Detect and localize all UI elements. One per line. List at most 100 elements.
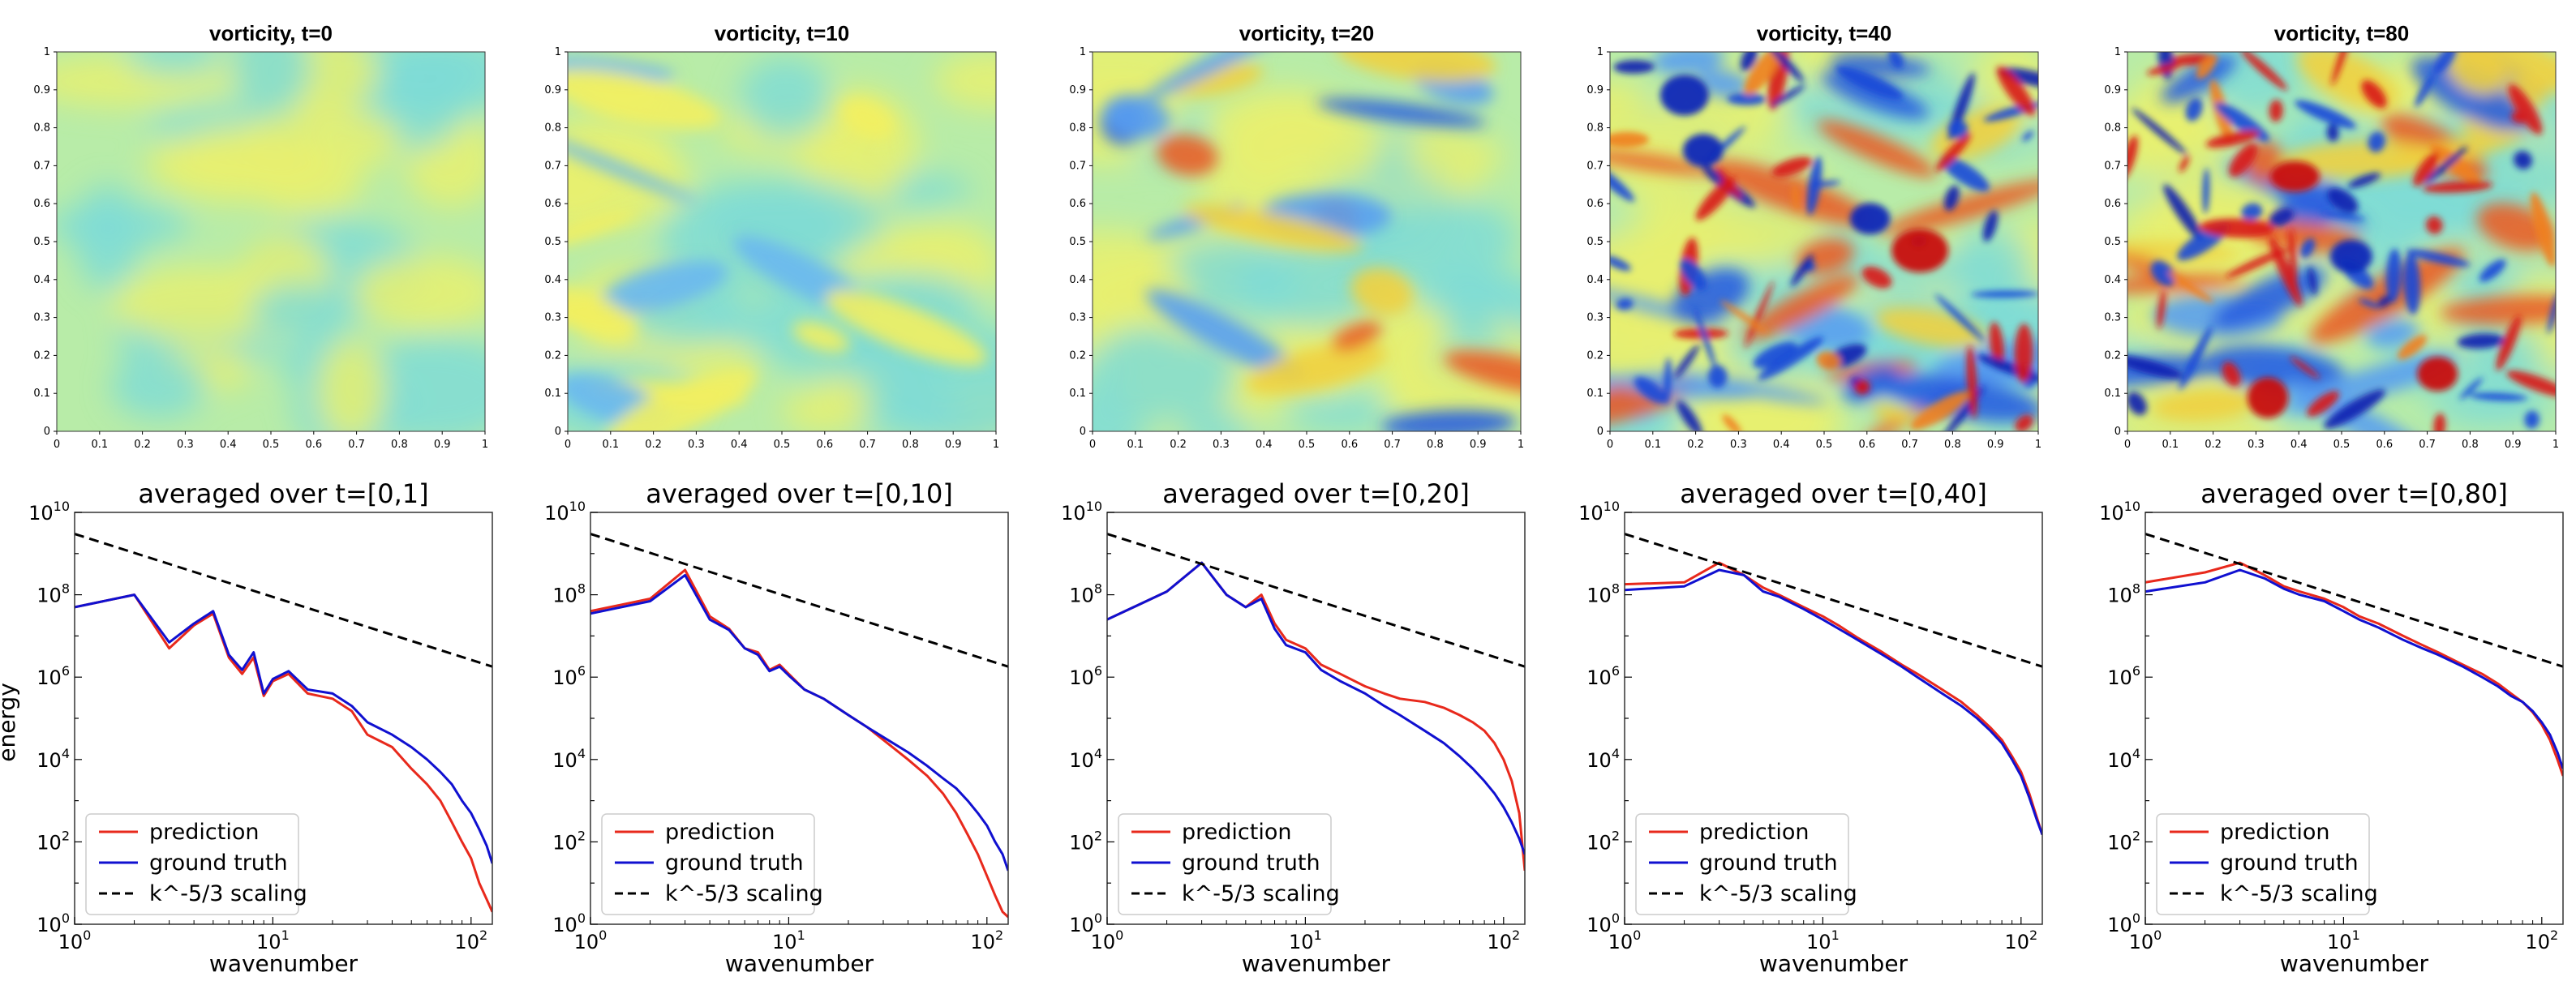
- panel-title: vorticity, t=20: [1239, 21, 1374, 45]
- y-tick-label: 0.4: [33, 274, 50, 286]
- x-tick-label: 102: [2004, 927, 2037, 953]
- vortex-streak: [1934, 293, 1986, 342]
- vortex-streak: [1613, 60, 1655, 74]
- vortex-filament: [2447, 52, 2506, 95]
- x-tick-label: 0.6: [816, 439, 833, 451]
- y-tick-label: 0.7: [544, 160, 561, 172]
- vorticity-field: [2127, 52, 2556, 431]
- vortex-blob: [1400, 135, 1505, 178]
- y-tick-label: 0.8: [1069, 122, 1086, 135]
- exponent: 0: [1115, 927, 1123, 943]
- vortex-streak: [1966, 345, 1977, 419]
- series-line-ground-truth: [590, 573, 1008, 872]
- exponent: 10: [1086, 499, 1102, 514]
- x-tick-label: 0.4: [220, 439, 237, 451]
- series-line-k-scaling: [1107, 533, 1525, 668]
- vortex-streak: [1740, 52, 1758, 71]
- vortex-streak: [2205, 130, 2260, 148]
- vortex-blob: [126, 52, 224, 75]
- x-tick-label: 0.7: [1384, 439, 1401, 451]
- y-tick-label: 0.2: [33, 349, 50, 362]
- panel-title: vorticity, t=40: [1757, 21, 1891, 45]
- y-tick-label: 0.8: [2104, 122, 2121, 135]
- exponent: 6: [577, 663, 586, 679]
- vortex-streak: [1940, 156, 1990, 192]
- exponent: 1: [2352, 927, 2360, 943]
- x-tick-label: 0.3: [2248, 439, 2265, 451]
- legend-box: [1635, 813, 1849, 915]
- y-tick-label: 0.5: [33, 236, 50, 248]
- y-tick-label: 108: [552, 581, 586, 607]
- spectrum-panel: averaged over t=[0,20]100102104106108101…: [1061, 478, 1526, 977]
- series-group: [590, 533, 1008, 919]
- vortex-filament: [1316, 98, 1487, 127]
- x-tick-label: 0.4: [1773, 439, 1790, 451]
- y-tick-label: 106: [2107, 663, 2140, 689]
- y-tick-label: 0.8: [1586, 122, 1604, 135]
- vortex-streak: [1634, 376, 1667, 404]
- vortex-filament: [1157, 135, 1218, 176]
- vortex-filament: [825, 289, 987, 366]
- exponent: 0: [1612, 910, 1620, 926]
- panel-title: averaged over t=[0,20]: [1162, 478, 1470, 509]
- y-tick-label: 102: [1069, 828, 1102, 854]
- legend-label: k^-5/3 scaling: [149, 881, 307, 906]
- y-tick-label: 0: [1080, 426, 1086, 438]
- vortex-streak: [2132, 108, 2187, 155]
- y-tick-label: 104: [1069, 746, 1102, 772]
- exponent: 8: [62, 581, 70, 597]
- vortex-streak: [2179, 325, 2213, 390]
- vortex-streak: [1727, 92, 1767, 105]
- vortex-streak: [1616, 298, 1634, 311]
- exponent: 6: [1094, 663, 1102, 679]
- vortex-blob: [1182, 409, 1252, 431]
- vortex-streak: [2457, 333, 2505, 349]
- x-tick-label: 100: [58, 927, 92, 953]
- legend-label: ground truth: [1182, 850, 1320, 876]
- vortex-streak: [2326, 123, 2339, 142]
- x-tick-label: 0.2: [134, 439, 151, 451]
- x-tick-label: 0.9: [945, 439, 962, 451]
- vortex-blob: [1235, 241, 1391, 329]
- vortex-filament: [1142, 52, 1289, 101]
- exponent: 4: [1612, 746, 1620, 761]
- x-tick-label: 1: [1518, 439, 1524, 451]
- vortex-streak: [1792, 183, 1800, 211]
- vortex-streak: [2324, 389, 2385, 429]
- vortex-filament: [568, 209, 639, 251]
- vortex-blob: [352, 255, 485, 331]
- vortex-streak: [1816, 351, 1841, 371]
- y-axis-label: energy: [0, 683, 20, 762]
- x-tick-label: 1: [993, 439, 999, 451]
- vortex-filament: [2127, 274, 2243, 293]
- legend-label: ground truth: [149, 850, 288, 876]
- series-group: [1107, 533, 1525, 872]
- y-tick-label: 108: [1069, 581, 1102, 607]
- x-tick-label: 0.2: [1687, 439, 1704, 451]
- vortex-streak: [2368, 131, 2385, 152]
- y-tick-label: 0.8: [544, 122, 561, 135]
- y-tick-label: 102: [36, 828, 70, 854]
- vortex-blob: [360, 52, 485, 84]
- vortex-streak: [2469, 392, 2527, 401]
- vortex-filament: [568, 56, 676, 82]
- x-tick-label: 0.2: [1170, 439, 1187, 451]
- x-axis-label: wavenumber: [1759, 950, 1908, 977]
- vortex-streak: [2199, 218, 2275, 238]
- exponent: 2: [2029, 927, 2037, 943]
- exponent: 1: [281, 927, 290, 943]
- x-tick-label: 100: [1091, 927, 1124, 953]
- y-tick-label: 102: [2107, 828, 2140, 854]
- vortex-streak: [1888, 52, 1904, 69]
- x-tick-label: 0.9: [1470, 439, 1487, 451]
- vortex-streak: [1707, 365, 1728, 388]
- vortex-streak: [2403, 252, 2421, 315]
- legend-box: [2156, 813, 2370, 915]
- vortex-streak: [2157, 289, 2166, 329]
- exponent: 8: [2132, 581, 2140, 597]
- vortex-streak: [2290, 356, 2321, 379]
- vortex-blob: [249, 284, 349, 336]
- y-tick-label: 106: [36, 663, 70, 689]
- y-tick-label: 104: [2107, 746, 2140, 772]
- legend: prediction ground truth k^-5/3 scaling: [2156, 813, 2378, 915]
